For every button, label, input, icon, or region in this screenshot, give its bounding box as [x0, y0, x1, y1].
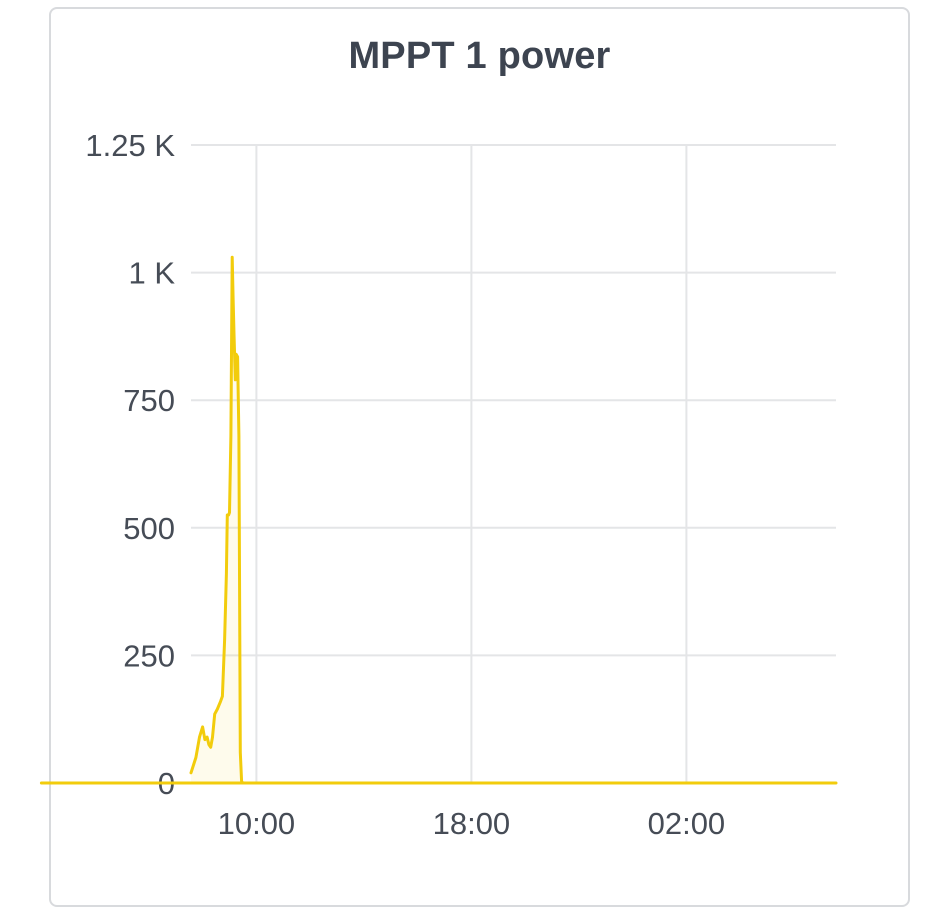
series-line — [39, 255, 838, 785]
y-tick-label: 1.25 K — [85, 128, 175, 163]
series-layer — [39, 255, 838, 785]
panel-title: MPPT 1 power — [348, 35, 611, 77]
chart-panel: MPPT 1 power — [49, 7, 910, 907]
y-tick-label: 500 — [123, 511, 175, 546]
x-tick-label: 10:00 — [218, 806, 296, 841]
y-tick-label: 750 — [123, 383, 175, 418]
y-tick-label: 250 — [123, 638, 175, 673]
x-axis-ticks: 10:00 18:00 02:00 — [218, 806, 726, 841]
y-tick-label: 1 K — [128, 256, 175, 291]
x-tick-label: 02:00 — [648, 806, 726, 841]
x-tick-label: 18:00 — [433, 806, 511, 841]
grid-lines — [191, 144, 836, 784]
